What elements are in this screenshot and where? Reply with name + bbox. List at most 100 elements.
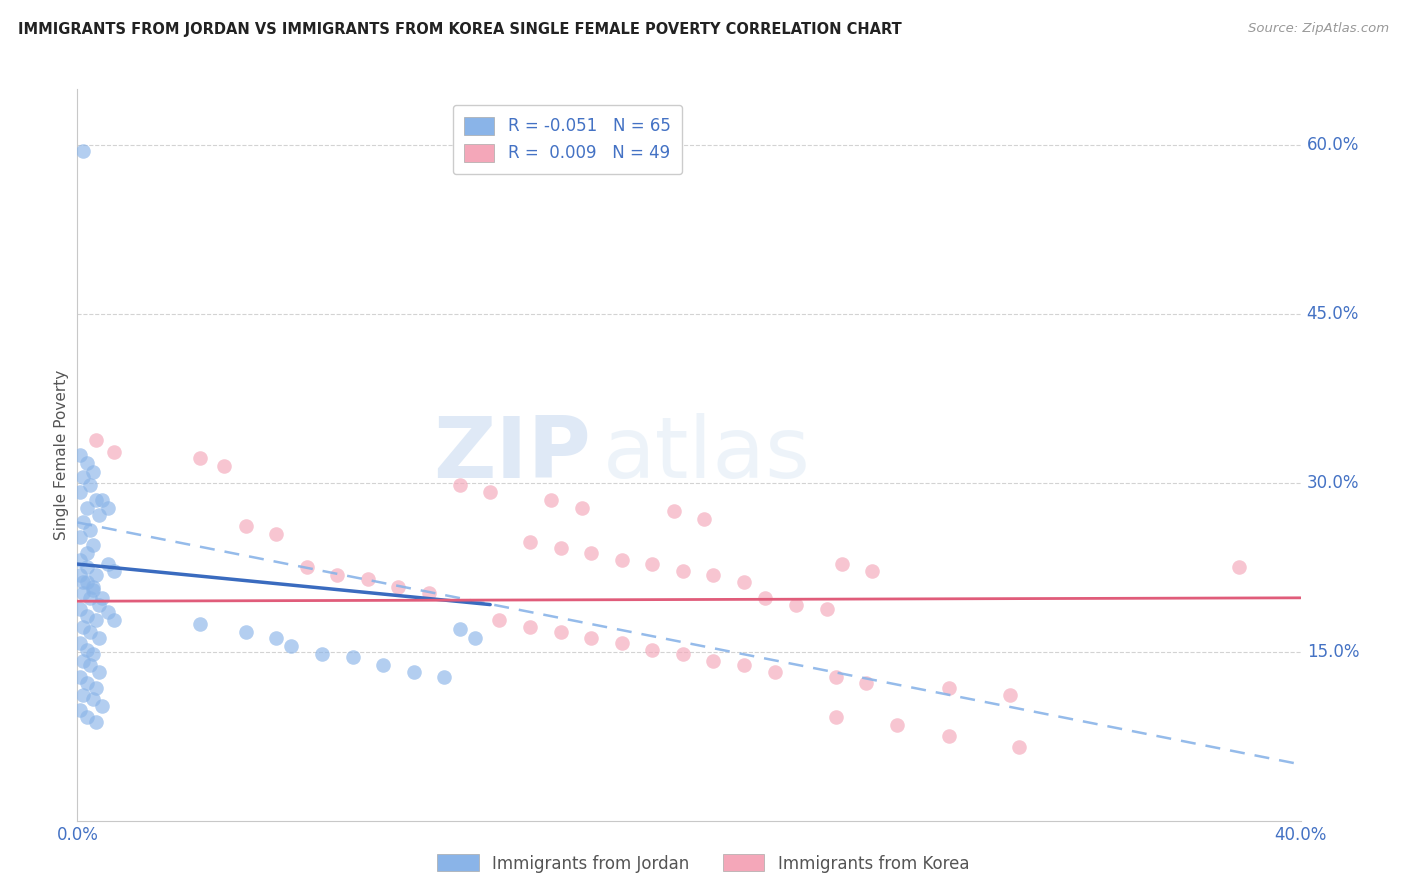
Point: [550, 624, 572, 639]
Point: [862, 564, 884, 578]
Point: [84, 568, 107, 582]
Point: [69, 448, 91, 462]
Point: [69, 485, 91, 500]
Point: [76, 608, 98, 623]
Point: [76, 642, 98, 657]
Point: [998, 688, 1021, 702]
Point: [69, 602, 91, 616]
Point: [72, 620, 94, 634]
Point: [754, 591, 776, 605]
Point: [87, 632, 110, 646]
Point: [87, 508, 110, 522]
Point: [295, 560, 318, 574]
Point: [488, 613, 510, 627]
Point: [84, 681, 107, 695]
Point: [938, 729, 960, 743]
Text: IMMIGRANTS FROM JORDAN VS IMMIGRANTS FROM KOREA SINGLE FEMALE POVERTY CORRELATIO: IMMIGRANTS FROM JORDAN VS IMMIGRANTS FRO…: [18, 22, 903, 37]
Point: [84, 613, 107, 627]
Point: [76, 710, 98, 724]
Point: [855, 676, 877, 690]
Legend: Immigrants from Jordan, Immigrants from Korea: Immigrants from Jordan, Immigrants from …: [430, 847, 976, 880]
Point: [342, 650, 364, 665]
Point: [97, 500, 120, 515]
Point: [79, 658, 101, 673]
Point: [79, 478, 101, 492]
Point: [72, 144, 94, 158]
Point: [280, 639, 302, 653]
Point: [69, 670, 91, 684]
Point: [97, 606, 120, 620]
Point: [519, 534, 541, 549]
Point: [1229, 560, 1251, 574]
Point: [693, 512, 716, 526]
Point: [212, 459, 235, 474]
Point: [76, 575, 98, 590]
Point: [72, 688, 94, 702]
Point: [464, 632, 486, 646]
Point: [733, 575, 755, 590]
Point: [72, 586, 94, 600]
Point: [1008, 740, 1031, 755]
Point: [815, 602, 838, 616]
Point: [579, 546, 602, 560]
Point: [72, 654, 94, 668]
Point: [90, 591, 112, 605]
Point: [103, 564, 125, 578]
Point: [672, 564, 695, 578]
Point: [641, 642, 664, 657]
Text: ZIP: ZIP: [433, 413, 591, 497]
Point: [824, 710, 846, 724]
Point: [357, 572, 380, 586]
Point: [479, 485, 502, 500]
Point: [763, 665, 786, 679]
Point: [433, 670, 456, 684]
Point: [550, 541, 572, 556]
Text: 30.0%: 30.0%: [1306, 474, 1360, 492]
Point: [76, 456, 98, 470]
Point: [87, 665, 110, 679]
Point: [69, 703, 91, 717]
Point: [610, 552, 633, 566]
Point: [72, 516, 94, 530]
Point: [235, 624, 257, 639]
Point: [79, 524, 101, 538]
Point: [702, 654, 724, 668]
Point: [82, 582, 104, 597]
Point: [733, 658, 755, 673]
Text: Source: ZipAtlas.com: Source: ZipAtlas.com: [1249, 22, 1389, 36]
Point: [76, 500, 98, 515]
Point: [82, 692, 104, 706]
Point: [87, 598, 110, 612]
Legend: R = -0.051   N = 65, R =  0.009   N = 49: R = -0.051 N = 65, R = 0.009 N = 49: [453, 105, 682, 174]
Point: [79, 624, 101, 639]
Text: atlas: atlas: [603, 413, 811, 497]
Point: [402, 665, 425, 679]
Point: [264, 632, 287, 646]
Point: [235, 518, 257, 533]
Y-axis label: Single Female Poverty: Single Female Poverty: [53, 370, 69, 540]
Point: [785, 598, 807, 612]
Point: [188, 451, 211, 466]
Point: [610, 636, 633, 650]
Point: [103, 444, 125, 458]
Point: [371, 658, 394, 673]
Point: [69, 636, 91, 650]
Point: [82, 465, 104, 479]
Point: [69, 552, 91, 566]
Point: [69, 530, 91, 544]
Point: [82, 647, 104, 661]
Text: 15.0%: 15.0%: [1306, 643, 1360, 661]
Point: [82, 580, 104, 594]
Point: [387, 580, 409, 594]
Point: [264, 526, 287, 541]
Point: [90, 492, 112, 507]
Point: [76, 546, 98, 560]
Point: [76, 560, 98, 574]
Point: [571, 500, 593, 515]
Point: [418, 586, 440, 600]
Point: [886, 718, 908, 732]
Point: [824, 670, 846, 684]
Point: [831, 557, 853, 571]
Point: [84, 714, 107, 729]
Point: [449, 478, 471, 492]
